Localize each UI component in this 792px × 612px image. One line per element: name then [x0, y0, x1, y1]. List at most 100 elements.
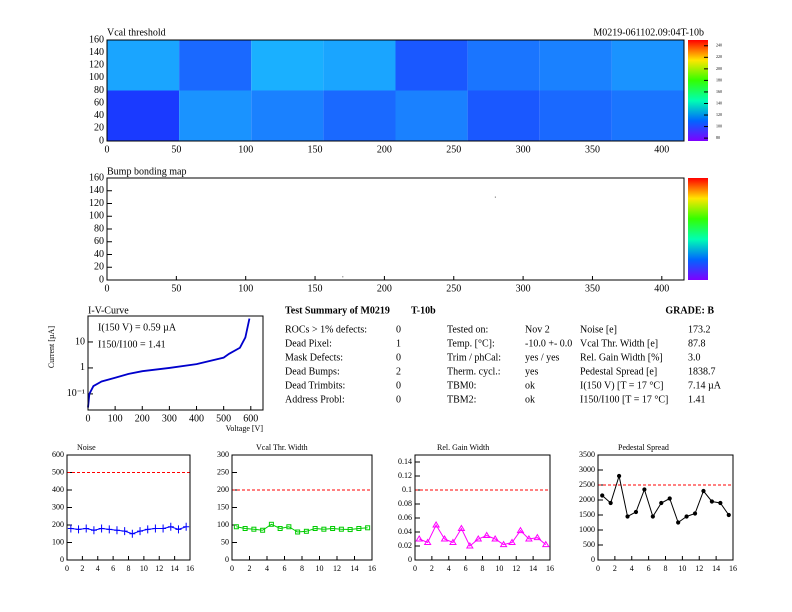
- x-axis-label: Voltage [V]: [226, 424, 264, 433]
- chart-title: Vcal Thr. Width: [256, 443, 308, 452]
- summary-value: 0: [396, 324, 401, 335]
- summary-key: Dead Pixel:: [285, 338, 332, 349]
- data-line: [87, 318, 251, 408]
- marker: [98, 524, 105, 533]
- summary-key: ROCs > 1% defects:: [285, 324, 367, 335]
- marker: [75, 525, 82, 534]
- x-tick-label: 12: [333, 564, 341, 573]
- plot-frame: [414, 454, 551, 561]
- marker: [137, 527, 144, 536]
- y-tick-label: 0: [99, 274, 104, 285]
- grade: GRADE: B: [665, 305, 714, 316]
- marker: [286, 524, 292, 530]
- x-tick-label: 600: [243, 413, 258, 424]
- data-line: [601, 474, 730, 524]
- x-tick-label: 250: [446, 283, 461, 294]
- y-tick-label: 2000: [579, 495, 595, 504]
- chart-title: Bump bonding map: [107, 166, 186, 177]
- marker: [608, 500, 613, 506]
- marker: [233, 524, 239, 530]
- x-tick-label: 500: [216, 413, 231, 424]
- y-tick-label: 150: [217, 502, 229, 511]
- summary-value: ok: [525, 394, 535, 405]
- roc-cell: [539, 90, 612, 141]
- x-tick-label: 14: [529, 564, 537, 573]
- y-tick-label: 0.06: [398, 513, 412, 522]
- summary-value: 3.0: [688, 352, 701, 363]
- chart-title: I-V-Curve: [88, 305, 129, 316]
- chart: Pedestal Spread 0 2 4 6 8 10 12 14 16 0 500 1000 1500…: [579, 443, 737, 573]
- colorbar-label: 140: [716, 100, 722, 105]
- marker: [676, 520, 681, 525]
- marker: [175, 525, 182, 534]
- marker: [113, 526, 120, 535]
- defect-point: [342, 276, 344, 278]
- marker: [491, 535, 500, 542]
- marker: [482, 531, 491, 538]
- summary-value: -10.0 +- 0.0: [525, 338, 572, 349]
- marker: [701, 488, 706, 494]
- chart: I-V-Curve 0 100 200 300 400 500 600 10⁻¹ 1 10 Volta…: [47, 305, 264, 433]
- x-tick-label: 4: [96, 564, 100, 573]
- x-tick-label: 400: [654, 283, 669, 294]
- annotation: I150/I100 = 1.41: [98, 339, 166, 350]
- marker: [321, 526, 327, 532]
- roc-cell: [179, 90, 252, 141]
- marker: [449, 538, 457, 545]
- x-tick-label: 6: [111, 564, 115, 573]
- x-tick-label: 350: [585, 144, 600, 155]
- summary-key: Therm. cycl.:: [447, 366, 501, 377]
- marker: [242, 526, 248, 531]
- summary-key: TBM2:: [447, 394, 476, 405]
- y-tick-label: 10⁻¹: [67, 388, 85, 399]
- marker: [718, 500, 723, 506]
- x-tick-label: 8: [481, 564, 485, 573]
- y-tick-label: 60: [94, 97, 104, 108]
- summary-value: ok: [525, 380, 535, 391]
- x-tick-label: 100: [238, 283, 253, 294]
- y-tick-label: 0: [60, 555, 64, 564]
- y-tick-label: 120: [89, 198, 104, 209]
- summary-key: Rel. Gain Width [%]: [580, 352, 663, 363]
- colorbar: [688, 178, 708, 280]
- x-tick-label: 250: [446, 144, 461, 155]
- chart-title: Vcal threshold: [107, 27, 166, 38]
- y-tick-label: 0.02: [398, 541, 412, 550]
- plot-frame: [66, 454, 191, 561]
- x-tick-label: 14: [351, 564, 359, 573]
- marker: [533, 533, 542, 541]
- y-tick-label: 0: [225, 555, 229, 564]
- plot-frame: [597, 454, 734, 561]
- summary-value: 0: [396, 380, 401, 391]
- y-tick-label: 100: [52, 537, 64, 546]
- marker: [330, 526, 336, 531]
- marker: [303, 528, 309, 534]
- plot-frame: [231, 454, 373, 561]
- x-tick-label: 100: [238, 144, 253, 155]
- marker: [90, 526, 97, 535]
- y-tick-label: 140: [89, 47, 104, 58]
- summary-key: I(150 V) [T = 17 °C]: [580, 380, 663, 391]
- marker: [268, 521, 274, 527]
- summary-value: 2: [396, 366, 401, 377]
- x-tick-label: 16: [729, 564, 737, 573]
- summary-key: Trim / phCal:: [447, 352, 501, 363]
- chart: Noise 0 2 4 6 8 10 12 14 16 0 100 200 300 400 500 600: [52, 443, 194, 573]
- marker: [106, 525, 113, 534]
- y-tick-label: 300: [52, 502, 64, 511]
- y-tick-label: 200: [217, 485, 229, 494]
- y-tick-label: 3000: [579, 465, 595, 474]
- y-tick-label: 160: [89, 34, 104, 45]
- marker: [457, 524, 466, 531]
- y-tick-label: 50: [221, 537, 229, 546]
- x-tick-label: 8: [300, 564, 304, 573]
- summary-value: 7.14 µA: [688, 380, 722, 391]
- marker: [160, 524, 167, 533]
- x-tick-label: 12: [512, 564, 520, 573]
- y-tick-label: 10: [75, 336, 85, 347]
- marker: [525, 535, 533, 542]
- x-tick-label: 12: [155, 564, 163, 573]
- marker: [295, 529, 301, 535]
- marker: [633, 509, 639, 515]
